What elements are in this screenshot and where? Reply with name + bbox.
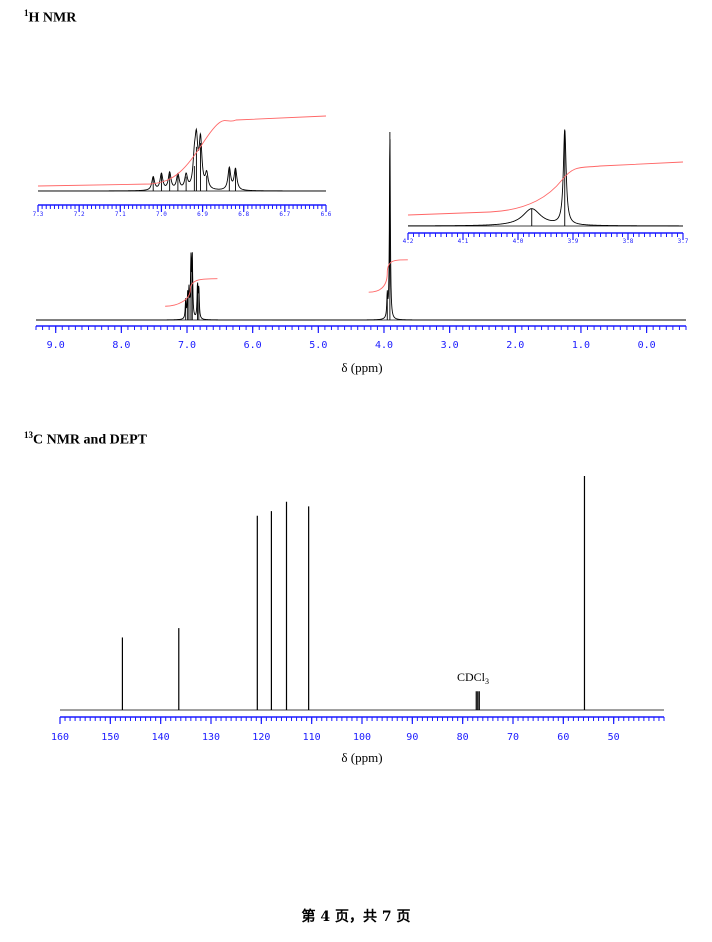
- h-inset-b-tick-label: 3.7: [678, 238, 689, 245]
- h-tick-label: 7.0: [178, 340, 196, 351]
- h-nmr-heading: 1H NMR: [24, 8, 76, 27]
- c-tick-label: 60: [557, 732, 569, 743]
- h-inset-a-tick-label: 7.1: [115, 211, 126, 218]
- h-tick-label: 3.0: [441, 340, 459, 351]
- h-inset-methoxy: 4.2 4.1 4.0 3.9 3.8 3.7: [403, 129, 689, 245]
- h-tick-label: 1.0: [572, 340, 590, 351]
- h-inset-a-peaks: [152, 143, 236, 191]
- h-inset-a-tick-label: 6.7: [279, 211, 290, 218]
- c-tick-label: 50: [608, 732, 620, 743]
- c-heading-sup: 13: [24, 430, 33, 440]
- c-tick-label: 150: [101, 732, 119, 743]
- h-tick-label: 6.0: [244, 340, 262, 351]
- c-tick-label: 70: [507, 732, 519, 743]
- h-integral-curve: [165, 278, 218, 307]
- h-xlabel-text: δ (ppm): [341, 360, 382, 375]
- h-inset-a-tick-label: 7.0: [156, 211, 167, 218]
- h-inset-b-tick-label: 4.1: [458, 238, 469, 245]
- h-spectrum-line: [36, 139, 686, 321]
- c-tick-label: 120: [252, 732, 270, 743]
- nmr-spectra-svg: 9.0 8.0 7.0 6.0 5.0 4.0 3.0 2.0 1.0 0.07.3 7.2 7.1 7…: [33, 115, 689, 765]
- h-heading-text: H NMR: [28, 10, 77, 26]
- h-inset-b-spectrum-line: [407, 129, 683, 227]
- page-footer: 第 4 页，共 7 页: [301, 909, 411, 925]
- c-peaks: [121, 476, 586, 710]
- c-heading-text: C NMR and DEPT: [33, 432, 147, 448]
- h-nmr-chart: 9.0 8.0 7.0 6.0 5.0 4.0 3.0 2.0 1.0 0.07.3 7.2 7.1 7…: [33, 115, 689, 351]
- cdcl3-sub: 3: [485, 677, 489, 686]
- c-tick-label: 80: [457, 732, 469, 743]
- h-inset-a-tick-label: 6.6: [321, 211, 332, 218]
- h-tick-label: 9.0: [47, 340, 65, 351]
- h-inset-a-integral: [37, 115, 327, 187]
- h-inset-a-tick-label: 6.9: [197, 211, 208, 218]
- c-tick-label: 100: [353, 732, 371, 743]
- h-inset-b-peaks: [531, 131, 566, 226]
- c-xlabel-text: δ (ppm): [341, 750, 382, 765]
- h-inset-a-tick-label: 7.2: [74, 211, 85, 218]
- c-tick-label: 110: [303, 732, 321, 743]
- c-tick-label: 160: [51, 732, 69, 743]
- c-tick-label: 90: [406, 732, 418, 743]
- h-tick-label: 8.0: [112, 340, 130, 351]
- h-inset-a-spectrum-line: [38, 127, 326, 192]
- h-tick-label: 0.0: [638, 340, 656, 351]
- c-nmr-x-axis-label: δ (ppm): [341, 750, 382, 765]
- h-heading-sup: 1: [24, 8, 29, 18]
- c-nmr-heading: 13C NMR and DEPT: [24, 430, 147, 449]
- c-tick-label: 130: [202, 732, 220, 743]
- c-tick-label: 140: [152, 732, 170, 743]
- h-tick-label: 4.0: [375, 340, 393, 351]
- h-peaks: [185, 132, 391, 320]
- h-inset-b-tick-label: 3.9: [568, 238, 579, 245]
- h-tick-label: 5.0: [309, 340, 327, 351]
- h-inset-a-tick-label: 7.3: [33, 211, 44, 218]
- h-inset-b-tick-label: 4.0: [513, 238, 524, 245]
- h-inset-aromatic: 7.3 7.2 7.1 7.0 6.9 6.8 6.7 6.6: [33, 115, 332, 218]
- h-inset-b-tick-label: 3.8: [623, 238, 634, 245]
- cdcl3-annotation: CDCl3: [457, 670, 489, 686]
- c-nmr-chart: 160 150 140 130 120 110 100 90 80 70 60 50: [51, 476, 665, 743]
- h-inset-b-integral: [407, 161, 684, 216]
- h-integral-curve: [368, 259, 408, 293]
- h-nmr-x-axis-label: δ (ppm): [341, 360, 382, 375]
- h-inset-a-tick-label: 6.8: [238, 211, 249, 218]
- h-tick-label: 2.0: [506, 340, 524, 351]
- cdcl3-text: CDCl: [457, 670, 486, 684]
- h-inset-b-tick-label: 4.2: [403, 238, 414, 245]
